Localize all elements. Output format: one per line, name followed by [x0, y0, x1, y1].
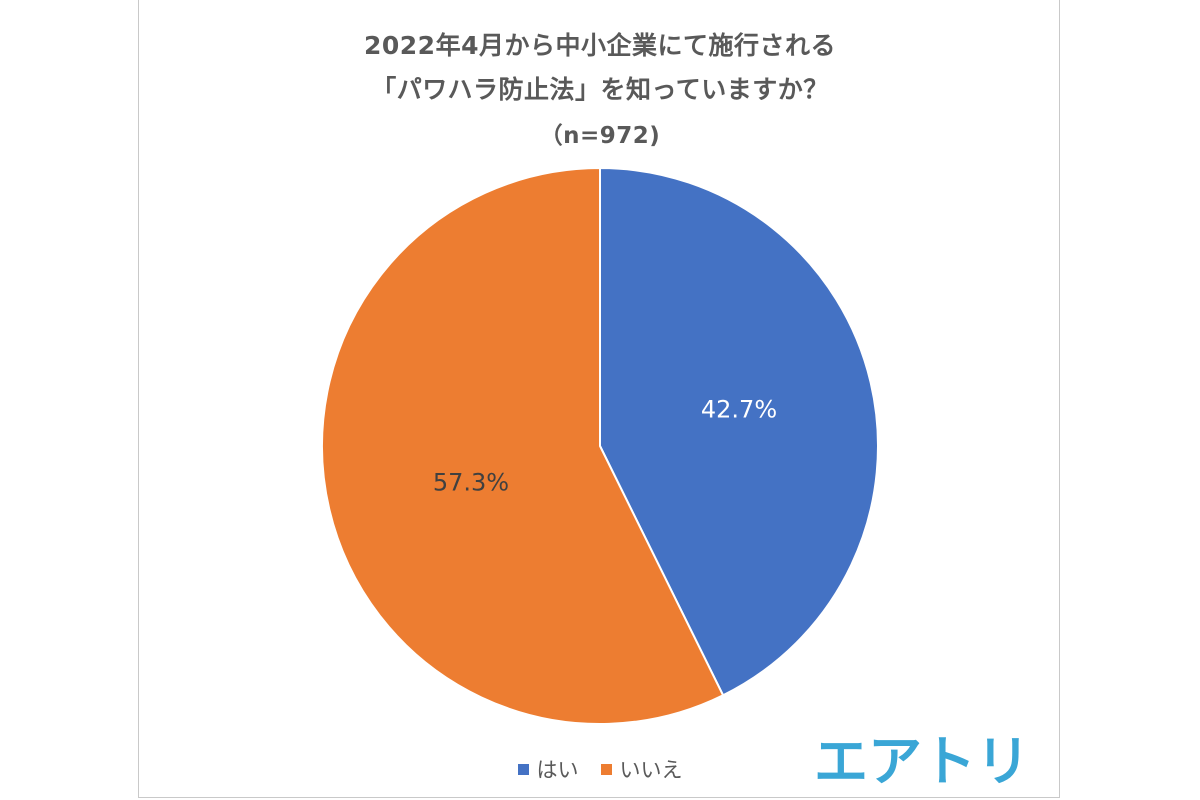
chart-subtitle: （n=972)	[539, 123, 661, 149]
data-label-yes: 42.7%	[701, 395, 777, 423]
pie-slice-yes	[599, 166, 879, 697]
chart-title-line-1: 2022年4月から中小企業にて施行される	[364, 31, 836, 60]
logo-text: エアトリ	[814, 730, 1030, 790]
legend-item-no: いいえ	[600, 754, 683, 784]
pie-slice-no	[321, 166, 725, 725]
data-label-no: 57.3%	[433, 469, 509, 497]
legend-label-no: いいえ	[619, 758, 683, 782]
legend-label-yes: はい	[536, 758, 579, 782]
legend: はい いいえ	[0, 754, 1200, 784]
legend-swatch-yes	[517, 763, 529, 775]
legend-swatch-no	[600, 763, 612, 775]
eatri-logo: エアトリ	[814, 730, 1030, 790]
legend-item-yes: はい	[517, 754, 579, 784]
chart-title-line-2: 「パワハラ防止法」を知っていますか？	[371, 75, 829, 104]
